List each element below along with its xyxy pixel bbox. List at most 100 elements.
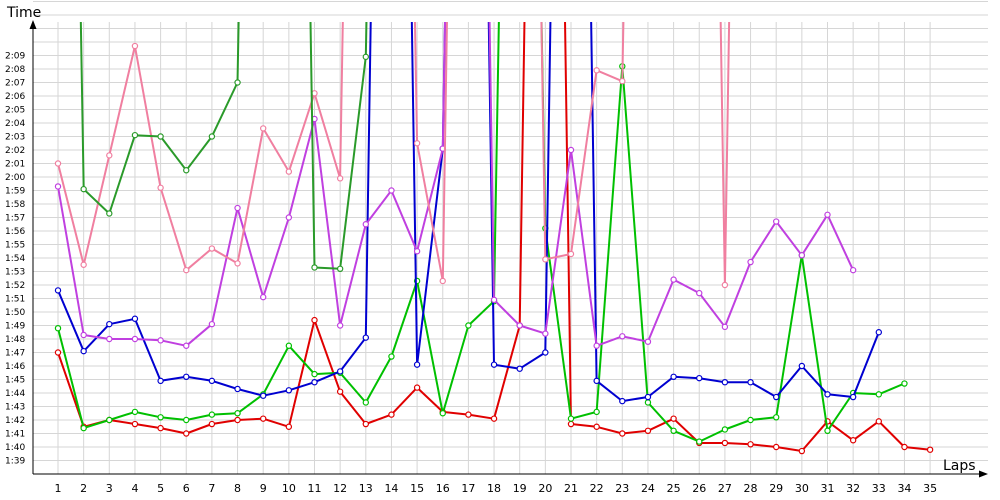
data-point [106,210,113,217]
x-tick-label: 19 [513,482,527,495]
y-tick-label: 1:45 [5,376,25,386]
data-point [875,391,883,398]
data-point [336,322,344,329]
data-point [208,245,216,252]
data-point [849,393,857,401]
data-point [234,385,241,393]
y-tick-label: 1:55 [5,241,25,251]
y-tick-label: 1:42 [5,416,25,426]
y-tick-label: 1:53 [5,268,25,278]
data-point [593,342,600,349]
data-point [388,353,395,360]
x-tick-label: 4 [131,482,138,495]
data-point [773,218,780,225]
x-tick-label: 31 [821,482,835,495]
series-5 [54,22,731,289]
data-point [311,316,318,324]
data-point [413,248,421,255]
data-point [490,296,498,304]
y-tick-label: 2:02 [5,146,25,156]
y-tick-label: 2:00 [5,173,25,183]
data-point [901,380,908,387]
data-point [490,361,498,368]
data-point [106,320,113,328]
data-point [234,79,241,86]
data-point [567,415,575,422]
data-point [336,265,344,272]
x-tick-label: 3 [106,482,113,495]
data-point [798,362,806,370]
x-tick-label: 16 [436,482,450,495]
y-tick-label: 1:43 [5,403,25,413]
data-point [824,391,831,398]
data-point [516,365,523,372]
x-tick-label: 24 [641,482,655,495]
data-point [773,393,780,401]
data-point [157,184,164,191]
data-point [567,146,575,154]
data-point [567,250,575,258]
data-point [439,277,446,285]
data-point [131,42,139,50]
data-point [413,140,421,147]
x-tick-label: 25 [667,482,681,495]
data-point [824,427,831,434]
data-point [593,377,600,385]
x-tick-label: 28 [744,482,758,495]
data-point [670,415,677,422]
x-tick-label: 27 [718,482,732,495]
data-point [234,410,241,417]
data-point [747,258,754,266]
x-tick-label: 2 [80,482,87,495]
data-point [644,338,652,345]
data-point [285,342,293,349]
data-point [311,370,318,378]
data-point [80,331,87,339]
x-tick-label: 17 [461,482,475,495]
data-point [208,411,216,418]
data-point [926,446,934,453]
data-point [542,330,549,337]
data-point [106,152,113,159]
data-point [849,266,857,274]
grid [33,1,988,474]
data-point [234,204,241,212]
data-point [311,379,318,386]
y-tick-label: 1:50 [5,308,25,318]
x-tick-label: 18 [487,482,501,495]
data-point [388,411,395,418]
data-point [362,53,369,61]
data-point [208,133,216,140]
data-point [721,426,729,433]
data-point [80,261,87,268]
data-point [593,67,600,74]
data-point [131,315,139,322]
data-point [747,416,754,424]
data-point [54,183,62,190]
data-point [696,438,703,445]
data-point [362,221,369,228]
data-point [183,416,190,424]
x-tick-label: 21 [564,482,578,495]
data-point [413,361,421,368]
data-point [106,335,113,343]
data-point [234,416,241,424]
data-point [285,214,293,221]
y-tick-label: 1:48 [5,335,25,345]
data-point [183,373,190,380]
data-point [670,427,677,434]
x-tick-label: 30 [795,482,809,495]
data-point [106,416,113,424]
x-tick-label: 6 [183,482,190,495]
axes: Time Laps [6,5,988,478]
data-point [619,430,626,437]
data-point [157,337,164,344]
data-point [131,335,139,343]
data-point [208,377,216,385]
y-tick-label: 2:04 [5,119,25,129]
series-3 [54,22,883,405]
x-tick-label: 29 [769,482,783,495]
data-point [285,387,293,394]
x-tick-label: 8 [234,482,241,495]
data-point [465,411,472,418]
